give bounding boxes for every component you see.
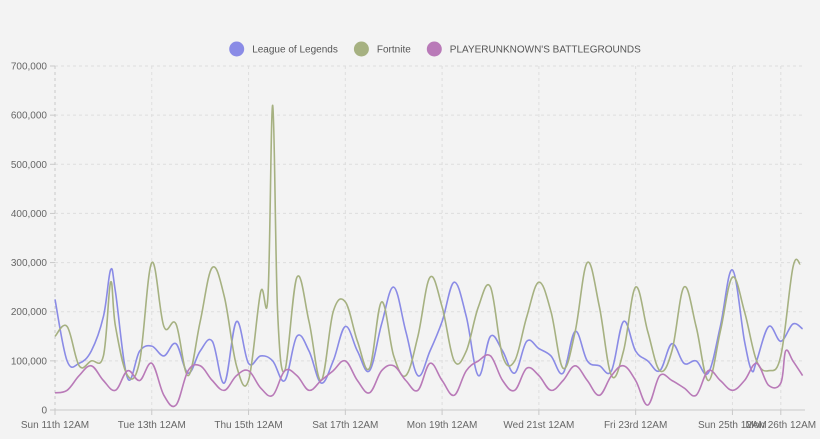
legend-label: PLAYERUNKNOWN'S BATTLEGROUNDS (450, 45, 641, 56)
x-tick-label: Sun 25th 12AM (698, 420, 767, 431)
x-tick-label: Sat 17th 12AM (312, 420, 378, 431)
legend-item-pubg[interactable]: PLAYERUNKNOWN'S BATTLEGROUNDS (426, 41, 641, 57)
legend-label: Fortnite (377, 45, 411, 56)
x-tick-label: Sun 11th 12AM (21, 420, 89, 431)
x-tick-label: Tue 13th 12AM (118, 420, 186, 431)
legend-swatch (229, 41, 245, 57)
grid (54, 65, 805, 410)
legend-item-lol[interactable]: League of Legends (229, 41, 338, 57)
y-tick-label: 400,000 (11, 209, 48, 220)
x-tick-label: Wed 21st 12AM (503, 420, 574, 431)
series-line-lol[interactable] (54, 267, 804, 384)
x-tick-label: Fri 23rd 12AM (604, 420, 667, 431)
x-tick-label: Mon 26th 12AM (746, 420, 817, 431)
legend-label: League of Legends (252, 45, 338, 56)
y-tick-label: 100,000 (11, 356, 48, 367)
series-line-pubg[interactable] (54, 349, 804, 408)
legend-item-fortnite[interactable]: Fortnite (353, 41, 411, 57)
y-tick-label: 300,000 (11, 258, 48, 269)
x-tick-label: Thu 15th 12AM (214, 420, 282, 431)
y-tick-label: 200,000 (11, 307, 48, 318)
legend-swatch (353, 41, 369, 57)
y-tick-label: 600,000 (11, 111, 48, 122)
axes: 0 100,000 200,000 300,000 400,000 500,000 600,… (11, 62, 816, 432)
x-tick-label: Mon 19th 12AM (407, 420, 478, 431)
legend: League of Legends Fortnite PLAYERUNKNOWN'S… (229, 41, 641, 57)
series-line-fortnite[interactable] (54, 104, 801, 387)
series-lines (54, 104, 804, 408)
y-tick-label: 700,000 (11, 62, 48, 73)
y-tick-label: 500,000 (11, 160, 48, 171)
y-tick-label: 0 (41, 406, 47, 417)
legend-swatch (426, 41, 442, 57)
